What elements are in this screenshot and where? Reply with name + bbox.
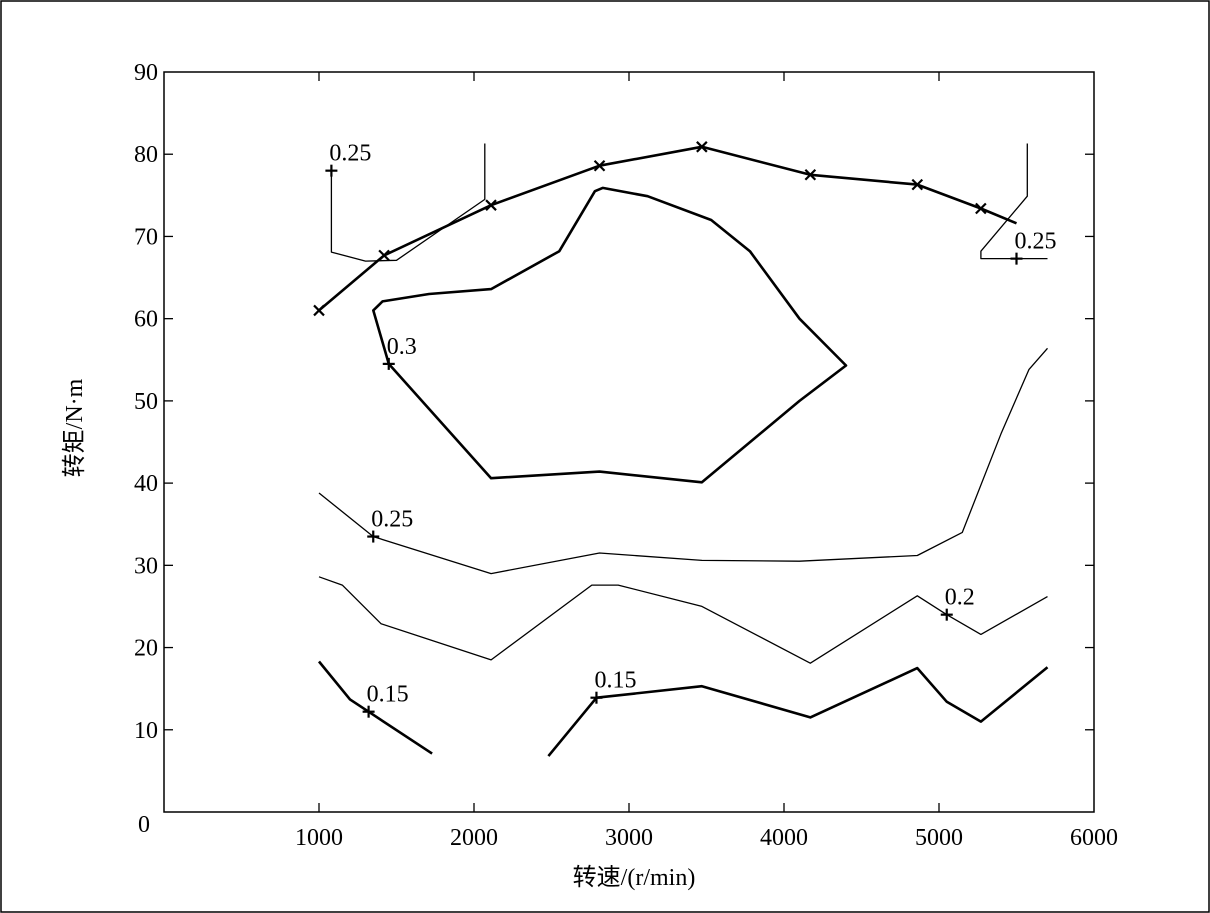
tick-labels: 0 1000 2000 3000 4000 5000 6000 10 20 30 40 50 60 70 8… xyxy=(134,60,1118,851)
contour-0_25-6 xyxy=(330,143,486,262)
contour-label: 0.3 xyxy=(387,334,417,360)
y-tick-label: 20 xyxy=(134,636,158,662)
x-tick-label: 3000 xyxy=(605,825,653,851)
x-tick-label: 1000 xyxy=(295,825,343,851)
plus-marker xyxy=(382,357,395,370)
plus-marker xyxy=(325,164,338,177)
plus-marker xyxy=(362,705,375,718)
plus-marker xyxy=(590,691,603,704)
plus-marker xyxy=(940,608,953,621)
contour-label: 0.15 xyxy=(594,668,636,694)
x-marker xyxy=(696,141,708,153)
x-tick-label: 5000 xyxy=(915,825,963,851)
x-tick-label: 4000 xyxy=(760,825,808,851)
contour-0_2-3 xyxy=(318,576,1048,664)
contour-label: 0.25 xyxy=(371,507,413,533)
x-marker xyxy=(313,304,325,317)
y-tick-label: 60 xyxy=(134,307,158,333)
x-marker xyxy=(485,199,497,211)
y-tick-label: 30 xyxy=(134,553,158,579)
x-tick-label: 2000 xyxy=(450,825,498,851)
series-group xyxy=(313,141,1049,757)
origin-tick-label: 0 xyxy=(138,812,150,838)
plus-marker xyxy=(1010,252,1023,265)
contour-labels: 0.3 0.25 0.2 0.15 0.15 0.25 0.25 xyxy=(329,141,1056,708)
contour-label: 0.25 xyxy=(329,141,371,167)
contour-label: 0.15 xyxy=(367,682,409,708)
y-tick-label: 50 xyxy=(134,389,158,415)
contour-0_25-7 xyxy=(980,143,1048,260)
x-marker xyxy=(593,159,606,172)
x-marker xyxy=(804,168,817,181)
y-tick-label: 40 xyxy=(134,471,158,497)
y-axis-label: 转矩/N·m xyxy=(61,378,88,477)
contour-0_15-5 xyxy=(547,666,1049,757)
ticks xyxy=(164,72,1094,812)
contour-0_15-4 xyxy=(317,660,433,755)
contour-0_25-2 xyxy=(318,347,1048,575)
y-tick-label: 80 xyxy=(134,142,158,168)
y-tick-label: 70 xyxy=(134,224,158,250)
plus-marker xyxy=(367,530,380,543)
x-marker xyxy=(975,202,987,215)
y-tick-label: 90 xyxy=(134,60,158,86)
contour-0_3-1 xyxy=(372,186,848,484)
y-tick-label: 10 xyxy=(134,718,158,744)
contour-label: 0.25 xyxy=(1015,229,1057,255)
x-marker xyxy=(911,178,924,191)
contour-label: 0.2 xyxy=(945,585,975,611)
x-axis-label: 转速/(r/min) xyxy=(573,864,696,891)
x-tick-label: 6000 xyxy=(1070,825,1118,851)
x-marker xyxy=(378,249,390,262)
